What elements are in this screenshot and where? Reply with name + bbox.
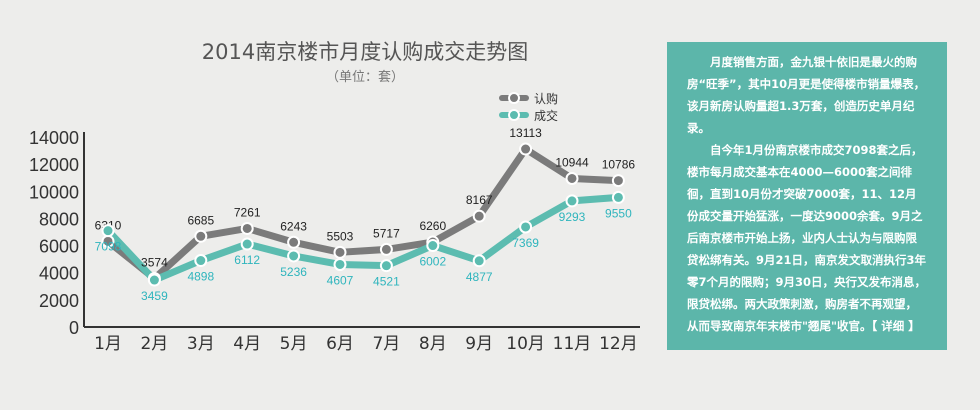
data-label: 6260: [419, 219, 446, 233]
x-tick-label: 8月: [419, 334, 447, 354]
data-label: 5717: [373, 226, 400, 240]
data-label: 10944: [555, 155, 589, 169]
x-tick-label: 12月: [599, 334, 638, 354]
data-point: [519, 142, 533, 156]
series-line-deal: [104, 193, 622, 284]
summary-paragraph-1: 月度销售方面，金九银十依旧是最火的购房“旺季”，其中10月更是使得楼市销量爆表，…: [687, 55, 926, 135]
data-point: [287, 249, 301, 263]
y-tick-label: 8000: [39, 209, 79, 229]
y-tick-label: 12000: [29, 155, 79, 175]
x-tick-label: 5月: [280, 334, 308, 354]
summary-panel: 月度销售方面，金九银十依旧是最火的购房“旺季”，其中10月更是使得楼市销量爆表，…: [667, 42, 947, 350]
data-point: [472, 209, 486, 223]
x-tick-label: 7月: [372, 334, 400, 354]
data-point: [379, 259, 393, 273]
data-point: [472, 254, 486, 268]
data-point: [287, 235, 301, 249]
y-tick-label: 6000: [39, 237, 79, 257]
data-point: [101, 224, 115, 238]
data-point: [194, 254, 208, 268]
data-label: 4877: [466, 270, 493, 284]
x-tick-label: 3月: [187, 334, 215, 354]
data-label: 6002: [419, 255, 446, 269]
data-point: [333, 257, 347, 271]
data-point: [565, 194, 579, 208]
y-tick-label: 10000: [29, 182, 79, 202]
data-label: 4521: [373, 275, 400, 289]
data-label: 4607: [327, 273, 354, 287]
data-label: 10786: [602, 158, 636, 172]
x-tick-label: 11月: [553, 334, 592, 354]
data-label: 5236: [280, 265, 307, 279]
data-label: 6685: [187, 213, 214, 227]
data-label: 4898: [187, 270, 214, 284]
data-label: 8167: [466, 193, 493, 207]
data-label: 3574: [141, 255, 168, 269]
x-tick-label: 1月: [94, 334, 122, 354]
legend-marker: [508, 109, 520, 121]
y-tick-label: 4000: [39, 264, 79, 284]
x-tick-label: 6月: [326, 334, 354, 354]
data-point: [194, 229, 208, 243]
x-tick-label: 4月: [233, 334, 261, 354]
series-line-subscription: [104, 145, 622, 282]
data-label: 5503: [327, 229, 354, 243]
data-label: 7261: [234, 205, 261, 219]
summary-paragraph-2-text: 自今年1月份南京楼市成交7098套之后，楼市每月成交基本在4000—6000套之…: [687, 143, 927, 333]
data-label: 13113: [509, 126, 542, 140]
x-tick-label: 2月: [140, 334, 168, 354]
y-tick-label: 0: [69, 318, 79, 338]
chart-subtitle: （单位：套）: [325, 70, 404, 85]
details-link[interactable]: 【 详细 】: [871, 319, 920, 333]
legend-label: 认购: [534, 91, 558, 106]
data-point: [611, 174, 625, 188]
y-tick-label: 2000: [39, 291, 79, 311]
data-point: [333, 245, 347, 259]
data-label: 3459: [141, 289, 168, 303]
data-label: 7369: [512, 236, 539, 250]
data-label: 6112: [234, 253, 260, 267]
data-point: [240, 221, 254, 235]
data-point: [565, 171, 579, 185]
legend-label: 成交: [534, 108, 558, 123]
data-point: [379, 242, 393, 256]
chart-title: 2014南京楼市月度认购成交走势图: [201, 40, 529, 64]
data-label: 6243: [280, 219, 307, 233]
y-tick-label: 14000: [29, 128, 79, 148]
data-point: [240, 237, 254, 251]
data-point: [426, 239, 440, 253]
legend-marker: [508, 92, 520, 104]
x-tick-label: 10月: [506, 334, 545, 354]
data-point: [611, 190, 625, 204]
data-point: [147, 273, 161, 287]
line-chart: 0 2000 4000 6000 8000 10000 12000 14000 1月 2月 3月 4月…: [29, 91, 640, 354]
data-label: 9293: [559, 210, 586, 224]
x-tick-label: 9月: [465, 334, 493, 354]
data-label: 7098: [95, 240, 122, 254]
data-point: [519, 220, 533, 234]
data-label: 9550: [605, 206, 632, 220]
summary-paragraph-2: 自今年1月份南京楼市成交7098套之后，楼市每月成交基本在4000—6000套之…: [687, 139, 927, 337]
